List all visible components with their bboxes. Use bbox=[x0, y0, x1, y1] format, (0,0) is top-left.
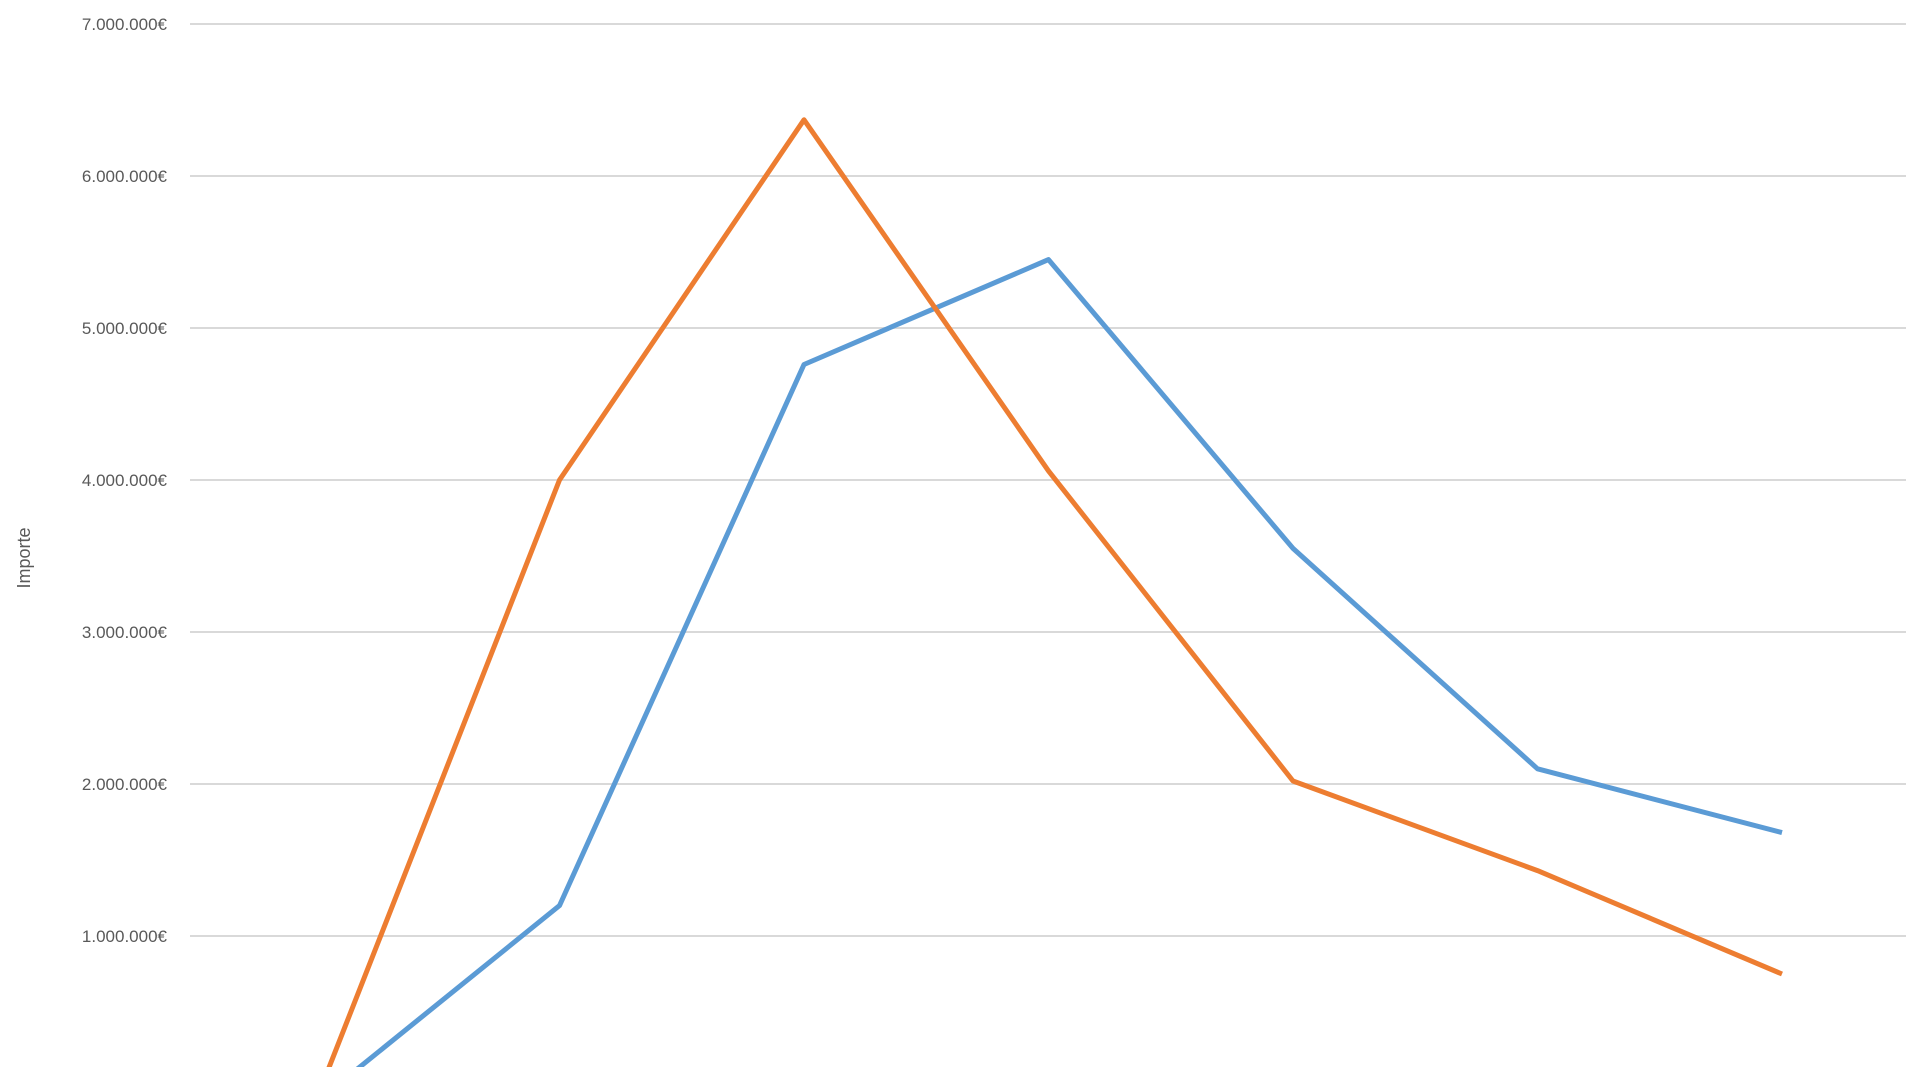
series-line-1 bbox=[355, 257, 1783, 1067]
series-line-2 bbox=[326, 117, 1783, 1067]
y-tick-label: 5.000.000€ bbox=[82, 319, 168, 338]
y-tick-label: 7.000.000€ bbox=[82, 15, 168, 34]
y-tick-label: 6.000.000€ bbox=[82, 167, 168, 186]
y-axis-title: Importe bbox=[14, 527, 34, 588]
series-lines bbox=[326, 117, 1783, 1067]
y-tick-label: 1.000.000€ bbox=[82, 927, 168, 946]
y-tick-label: 4.000.000€ bbox=[82, 471, 168, 490]
y-tick-label: 2.000.000€ bbox=[82, 775, 168, 794]
y-tick-label: 3.000.000€ bbox=[82, 623, 168, 642]
gridlines bbox=[190, 23, 1906, 937]
y-axis-tick-labels: 1.000.000€ 2.000.000€ 3.000.000€ 4.000.000€… bbox=[82, 15, 168, 946]
